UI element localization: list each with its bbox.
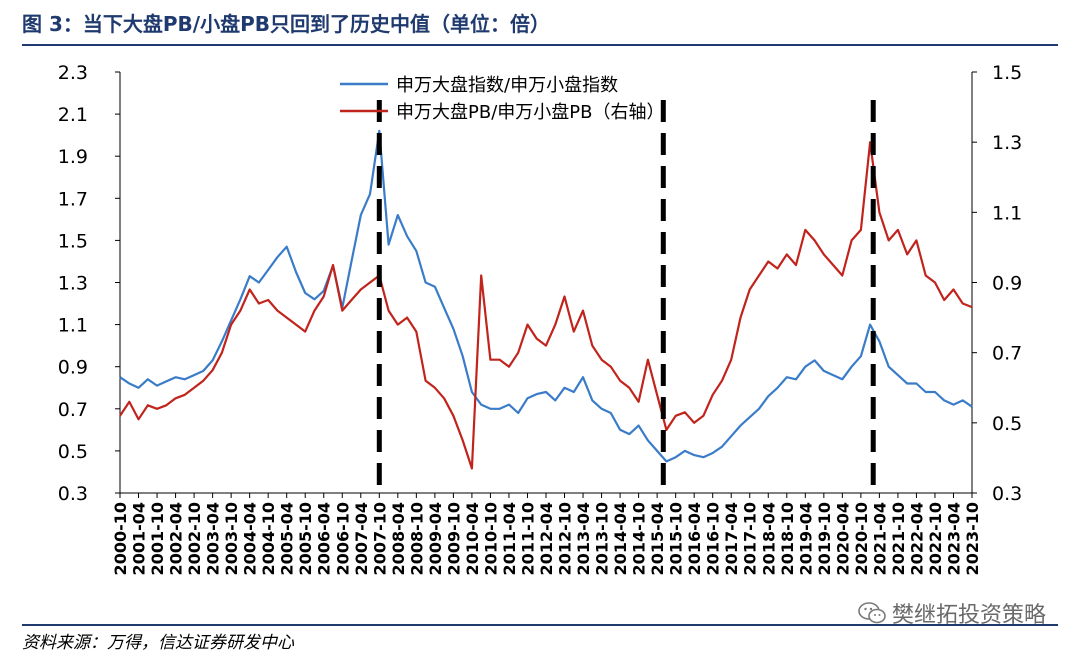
y-left-tick-label: 1.9	[58, 146, 88, 168]
watermark-text: 樊继拓投资策略	[891, 603, 1046, 628]
source-note: 资料来源：万得，信达证券研发中心	[22, 633, 294, 653]
x-tick-label: 2007-04	[352, 502, 371, 575]
x-tick-label: 2011-10	[518, 502, 537, 575]
y-right-tick-label: 0.9	[992, 273, 1022, 295]
x-tick-label: 2015-04	[648, 502, 667, 575]
x-tick-label: 2001-10	[148, 502, 167, 575]
legend-label: 申万大盘指数/申万小盘指数	[396, 75, 618, 96]
x-tick-label: 2005-10	[296, 502, 315, 575]
chart-vlines	[376, 100, 876, 493]
y-right-tick-label: 0.5	[992, 413, 1022, 435]
x-tick-label: 2002-04	[167, 502, 186, 575]
title-rule	[22, 44, 1058, 46]
footer-rule	[22, 624, 1058, 626]
watermark: 樊继拓投资策略	[858, 597, 1046, 629]
y-left-tick-label: 0.9	[58, 357, 88, 379]
y-left-tick-label: 1.5	[58, 230, 88, 252]
y-right-tick-label: 1.1	[992, 202, 1022, 224]
x-tick-label: 2019-04	[796, 502, 815, 575]
x-tick-label: 2017-04	[722, 502, 741, 575]
x-tick-label: 2012-10	[556, 502, 575, 575]
x-tick-label: 2023-10	[963, 502, 982, 575]
x-tick-label: 2019-10	[815, 502, 834, 575]
x-tick-label: 2005-04	[278, 502, 297, 575]
x-tick-label: 2009-10	[444, 502, 463, 575]
x-tick-label: 2023-04	[944, 502, 963, 575]
x-tick-label: 2006-04	[315, 502, 334, 575]
x-tick-label: 2018-04	[759, 502, 778, 575]
y-right-tick-label: 0.7	[992, 343, 1022, 365]
y-left-tick-label: 2.3	[58, 62, 88, 84]
x-tick-label: 2018-10	[778, 502, 797, 575]
y-left-tick-label: 1.1	[58, 315, 88, 337]
y-left-tick-label: 0.3	[58, 483, 88, 505]
y-left-tick-label: 1.3	[58, 273, 88, 295]
x-tick-label: 2000-10	[111, 502, 130, 575]
x-tick-label: 2003-04	[204, 502, 223, 575]
x-tick-label: 2004-10	[259, 502, 278, 575]
x-tick-label: 2002-10	[185, 502, 204, 575]
y-right-tick-label: 0.3	[992, 483, 1022, 505]
figure-title: 图 3：当下大盘PB/小盘PB只回到了历史中值（单位：倍）	[22, 12, 550, 36]
x-tick-label: 2006-10	[333, 502, 352, 575]
x-tick-label: 2003-10	[222, 502, 241, 575]
x-tick-label: 2020-04	[833, 502, 852, 575]
x-tick-label: 2022-04	[907, 502, 926, 575]
x-tick-label: 2022-10	[926, 502, 945, 575]
x-tick-label: 2016-10	[704, 502, 723, 575]
x-tick-label: 2014-04	[611, 502, 630, 575]
x-tick-label: 2007-10	[370, 502, 389, 575]
y-left-tick-label: 2.1	[58, 104, 88, 126]
y-right-tick-label: 1.3	[992, 132, 1022, 154]
x-tick-label: 2020-10	[852, 502, 871, 575]
series-line-large-small-pb	[119, 141, 973, 470]
x-tick-label: 2014-10	[630, 502, 649, 575]
x-tick-label: 2021-04	[870, 502, 889, 575]
y-left-tick-label: 1.7	[58, 188, 88, 210]
x-tick-label: 2010-04	[463, 502, 482, 575]
y-left-tick-label: 0.7	[58, 399, 88, 421]
y-right-tick-label: 1.5	[992, 62, 1022, 84]
y-left-tick-label: 0.5	[58, 441, 88, 463]
legend-label: 申万大盘PB/申万小盘PB（右轴）	[396, 102, 664, 123]
x-tick-label: 2012-04	[537, 502, 556, 575]
wechat-icon	[858, 602, 886, 624]
x-tick-label: 2013-04	[574, 502, 593, 575]
x-tick-label: 2001-04	[130, 502, 149, 575]
x-tick-label: 2008-10	[407, 502, 426, 575]
x-tick-label: 2013-10	[593, 502, 612, 575]
x-tick-label: 2004-04	[241, 502, 260, 575]
x-tick-label: 2015-10	[667, 502, 686, 575]
x-tick-label: 2009-04	[426, 502, 445, 575]
x-tick-label: 2016-04	[685, 502, 704, 575]
chart-axes: 0.3 0.5 0.7 0.9 1.1 1.3 1.5 1.7 1.9 2.1 2.3 0.3 0.5 0…	[58, 62, 1022, 575]
chart-series	[119, 129, 973, 470]
x-tick-label: 2021-10	[889, 502, 908, 575]
series-line-large-small-index	[119, 129, 973, 463]
x-tick-label: 2011-04	[500, 502, 519, 575]
x-tick-label: 2008-04	[389, 502, 408, 575]
x-tick-label: 2010-10	[481, 502, 500, 575]
x-tick-label: 2017-10	[741, 502, 760, 575]
